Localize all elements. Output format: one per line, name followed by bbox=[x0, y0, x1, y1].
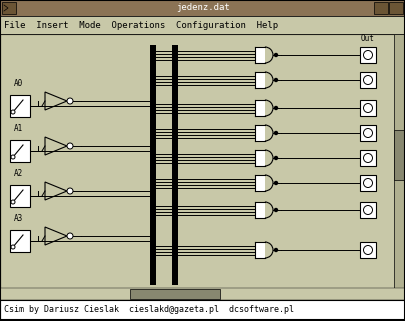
Bar bbox=[359, 202, 375, 218]
Text: A2: A2 bbox=[14, 169, 23, 178]
Circle shape bbox=[362, 103, 371, 112]
Text: File  Insert  Mode  Operations  Configuration  Help: File Insert Mode Operations Configuratio… bbox=[4, 21, 277, 30]
Bar bbox=[2, 2, 16, 14]
Circle shape bbox=[67, 233, 73, 239]
Circle shape bbox=[274, 181, 277, 185]
Bar bbox=[388, 2, 402, 14]
Circle shape bbox=[274, 248, 277, 251]
Bar bbox=[0, 288, 405, 300]
Bar bbox=[0, 34, 405, 300]
Bar bbox=[254, 72, 264, 88]
Bar bbox=[373, 2, 387, 14]
Circle shape bbox=[11, 245, 15, 249]
Text: jedenz.dat: jedenz.dat bbox=[176, 4, 229, 13]
Circle shape bbox=[274, 54, 277, 56]
Bar bbox=[359, 100, 375, 116]
Circle shape bbox=[67, 98, 73, 104]
Circle shape bbox=[274, 79, 277, 82]
Circle shape bbox=[274, 132, 277, 134]
Bar bbox=[359, 150, 375, 166]
Circle shape bbox=[11, 155, 15, 159]
Bar bbox=[393, 130, 405, 180]
Circle shape bbox=[11, 110, 15, 114]
Bar bbox=[10, 230, 30, 252]
Circle shape bbox=[274, 107, 277, 109]
Bar bbox=[254, 100, 264, 116]
Bar bbox=[359, 242, 375, 258]
Text: A0: A0 bbox=[14, 79, 23, 88]
Text: Out: Out bbox=[360, 34, 374, 43]
Bar bbox=[254, 242, 264, 258]
Circle shape bbox=[362, 246, 371, 255]
Bar bbox=[359, 175, 375, 191]
Bar bbox=[393, 34, 405, 300]
Circle shape bbox=[274, 209, 277, 212]
Bar bbox=[10, 140, 30, 162]
Circle shape bbox=[362, 75, 371, 84]
Bar bbox=[359, 72, 375, 88]
Bar bbox=[254, 47, 264, 63]
Bar bbox=[359, 125, 375, 141]
Bar bbox=[130, 289, 220, 299]
Bar bbox=[254, 150, 264, 166]
Text: A1: A1 bbox=[14, 124, 23, 133]
Bar bbox=[254, 125, 264, 141]
Bar bbox=[254, 175, 264, 191]
Circle shape bbox=[67, 143, 73, 149]
Bar bbox=[149, 45, 156, 285]
Bar bbox=[254, 202, 264, 218]
Circle shape bbox=[362, 153, 371, 162]
Bar bbox=[172, 45, 177, 285]
Circle shape bbox=[362, 205, 371, 214]
Circle shape bbox=[362, 128, 371, 137]
Text: A3: A3 bbox=[14, 214, 23, 223]
Circle shape bbox=[362, 50, 371, 59]
Bar bbox=[10, 95, 30, 117]
Circle shape bbox=[274, 157, 277, 160]
Bar bbox=[0, 0, 405, 16]
Circle shape bbox=[11, 200, 15, 204]
Circle shape bbox=[362, 178, 371, 187]
Text: Csim by Dariusz Cieslak  cieslakd@gazeta.pl  dcsoftware.pl: Csim by Dariusz Cieslak cieslakd@gazeta.… bbox=[4, 306, 293, 315]
Bar bbox=[359, 47, 375, 63]
Bar bbox=[0, 300, 405, 321]
Bar bbox=[10, 185, 30, 207]
Circle shape bbox=[67, 188, 73, 194]
Bar bbox=[0, 16, 405, 34]
